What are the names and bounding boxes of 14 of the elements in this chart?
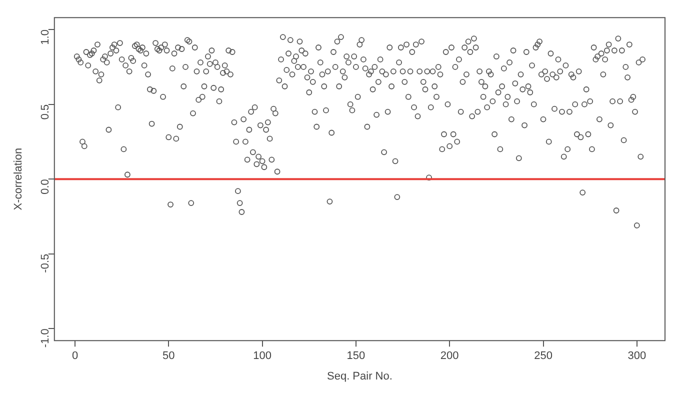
x-tick-label: 250: [534, 350, 552, 362]
x-tick-label: 0: [72, 350, 78, 362]
x-tick-label: 200: [440, 350, 459, 362]
x-tick-label: 50: [162, 350, 175, 362]
y-tick-label: 0.0: [39, 179, 52, 194]
y-tick-label: 1.0: [39, 30, 52, 45]
x-tick-label: 300: [628, 350, 646, 362]
y-tick-label: 0.5: [39, 104, 52, 120]
y-tick-label: -1.0: [39, 328, 52, 348]
x-axis-title: Seq. Pair No.: [326, 370, 392, 382]
y-axis-title: X-correlation: [12, 148, 25, 210]
y-tick-label: -0.5: [39, 254, 52, 273]
x-tick-label: 100: [253, 350, 272, 362]
x-tick-label: 150: [346, 350, 366, 362]
